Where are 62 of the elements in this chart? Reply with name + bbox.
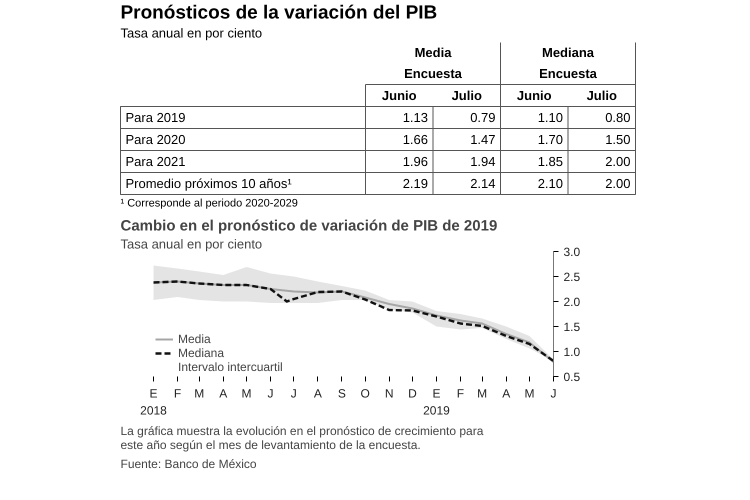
x-tick-label: M xyxy=(242,386,252,400)
x-tick-label: D xyxy=(408,386,418,400)
x-tick-label: M xyxy=(477,386,488,400)
chart-subtitle: Tasa anual en por ciento xyxy=(120,236,262,252)
annotation: Intervalo intercuartil xyxy=(178,360,283,374)
data-label: 1.47 xyxy=(470,132,496,147)
source-note: Fuente: Banco de México xyxy=(120,457,257,471)
x-tick-label: Julio xyxy=(452,88,482,103)
text: La gráfica muestra la evolución en el pronóstico de crecimiento para este año según el mes de levantamiento de la encuesta. xyxy=(120,424,484,452)
text: Mediana xyxy=(542,45,595,60)
text: Media xyxy=(414,45,452,60)
data-label: 2.00 xyxy=(605,176,631,191)
data-label: 1.10 xyxy=(538,110,564,125)
x-tick-label: Julio xyxy=(586,88,617,103)
y-tick-label: Para 2021 xyxy=(126,154,186,169)
text: ¹ Corresponde al periodo 2020-2029 xyxy=(120,198,298,210)
x-tick-label: F xyxy=(174,386,182,400)
x-tick-label: A xyxy=(314,386,322,400)
chart-title: Cambio en el pronóstico de variación de PIB de 2019 xyxy=(120,218,498,234)
x-tick-label: S xyxy=(338,386,346,400)
data-label: 1.50 xyxy=(605,132,631,147)
x-tick-label: Junio xyxy=(382,88,417,103)
x-tick-label: E 2019 xyxy=(423,386,450,418)
y-tick-label: 1.5 xyxy=(564,320,581,334)
y-tick-label: 2.0 xyxy=(564,295,581,309)
data-label: 0.80 xyxy=(605,110,631,125)
data-label: 2.19 xyxy=(402,176,428,191)
text: Tasa anual en por ciento xyxy=(120,26,262,40)
data-label: 1.94 xyxy=(470,154,496,169)
x-tick-label: F xyxy=(456,386,464,400)
x-tick-label: O xyxy=(360,386,370,400)
data-label: 1.66 xyxy=(402,132,428,147)
y-tick-label: 1.0 xyxy=(564,345,581,359)
x-tick-label: M xyxy=(524,386,534,400)
y-tick-label: 0.5 xyxy=(564,370,581,384)
y-tick-label: Para 2020 xyxy=(126,132,186,147)
x-tick-label: J xyxy=(550,386,556,400)
data-label: 2.00 xyxy=(605,154,631,169)
data-label: 0.79 xyxy=(470,110,496,125)
text: Encuesta xyxy=(539,66,598,81)
x-tick-label: N xyxy=(384,386,394,400)
chart-title: Pronósticos de la variación del PIB xyxy=(120,2,438,24)
x-tick-label: A xyxy=(502,386,510,400)
x-tick-label: E 2018 xyxy=(140,386,168,418)
x-tick-label: A xyxy=(219,386,228,400)
y-tick-label: 2.5 xyxy=(564,270,581,284)
text: Encuesta xyxy=(404,66,463,81)
data-label: 2.10 xyxy=(538,176,564,191)
data-label: 1.13 xyxy=(402,110,428,125)
x-tick-label: J xyxy=(290,386,297,400)
y-tick-label: 3.0 xyxy=(564,245,581,259)
legend-label: Media xyxy=(178,332,211,346)
y-tick-label: Para 2019 xyxy=(126,110,186,125)
x-tick-label: M xyxy=(194,386,204,400)
data-label: 1.70 xyxy=(538,132,564,147)
y-tick-label: Promedio próximos 10 años¹ xyxy=(126,176,292,191)
legend-label: Mediana xyxy=(178,346,224,360)
data-label: 2.14 xyxy=(470,176,496,191)
x-tick-label: Junio xyxy=(516,88,552,103)
x-tick-label: J xyxy=(268,386,274,400)
data-label: 1.85 xyxy=(538,154,564,169)
data-label: 1.96 xyxy=(402,154,428,169)
